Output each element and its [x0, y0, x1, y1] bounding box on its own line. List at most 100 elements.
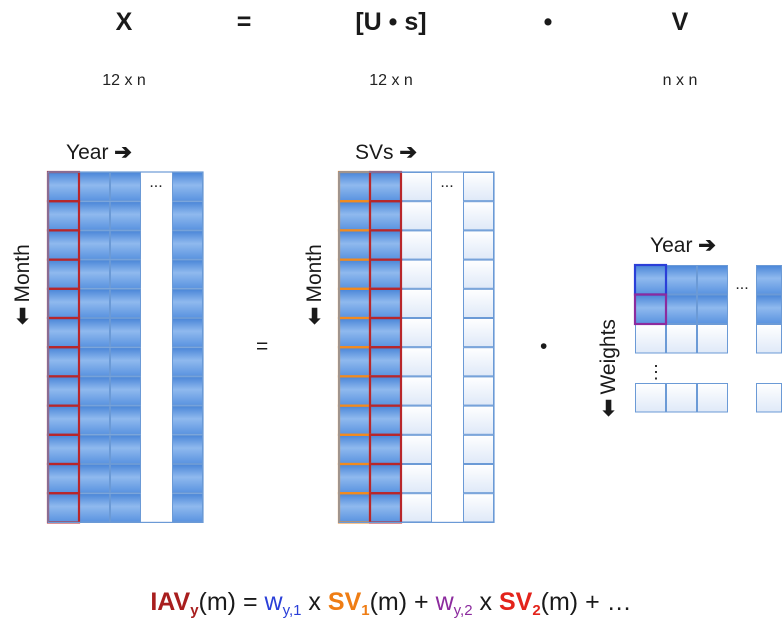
right-arrow-icon: ➔ — [399, 141, 417, 164]
matrix-cell — [172, 464, 203, 494]
matrix-cell — [79, 288, 110, 318]
iav-formula: IAVy(m) = wy,1 x SV1(m) + wy,2 x SV2(m) … — [0, 588, 782, 619]
matrix-cell — [110, 288, 141, 318]
v-year-label: Year ➔ — [650, 233, 716, 258]
matrix-cell — [48, 405, 79, 435]
formula-arg1: (m) — [198, 588, 237, 616]
matrix-cell — [370, 405, 401, 435]
matrix-cell — [370, 493, 401, 523]
v-ellipsis-v: ⋮ — [647, 362, 665, 382]
matrix-x-border — [47, 171, 204, 523]
matrix-cell — [463, 172, 494, 202]
matrix-cell — [401, 201, 432, 231]
matrix-cell — [756, 324, 782, 354]
matrix-cell — [756, 294, 782, 324]
matrix-cell — [79, 405, 110, 435]
matrix-cell — [401, 259, 432, 289]
matrix-cell — [401, 464, 432, 494]
matrix-cell — [110, 493, 141, 523]
matrix-cell — [401, 318, 432, 348]
matrix-cell — [79, 230, 110, 260]
matrix-u — [337, 170, 495, 524]
matrix-cell — [463, 259, 494, 289]
header-u-s: [U • s] — [355, 8, 427, 36]
matrix-u-border — [338, 171, 495, 523]
matrix-cell — [339, 347, 370, 377]
matrix-cell — [79, 434, 110, 464]
u-ellipsis: ... — [440, 174, 453, 191]
matrix-cell — [339, 230, 370, 260]
matrix-cell — [48, 288, 79, 318]
matrix-cell — [172, 172, 203, 202]
formula-sv2: SV2 — [498, 588, 541, 619]
formula-tail: + … — [578, 588, 632, 616]
highlight-box — [633, 293, 668, 326]
matrix-cell — [401, 493, 432, 523]
matrix-cell — [48, 493, 79, 523]
matrix-cell — [48, 464, 79, 494]
x-year-text: Year — [66, 141, 109, 164]
dim-us: 12 x n — [369, 72, 413, 89]
matrix-cell — [401, 230, 432, 260]
formula-arg3: (m) — [540, 588, 579, 616]
right-arrow-icon: ➔ — [114, 141, 132, 164]
matrix-cell — [697, 383, 728, 413]
matrix-cell — [110, 376, 141, 406]
matrix-cell — [463, 464, 494, 494]
x-ellipsis: ... — [149, 174, 162, 191]
header-equals: = — [236, 8, 252, 36]
matrix-cell — [666, 294, 697, 324]
matrix-cell — [48, 172, 79, 202]
matrix-cell — [401, 172, 432, 202]
matrix-cell — [370, 464, 401, 494]
matrix-cell — [666, 324, 697, 354]
matrix-cell — [370, 318, 401, 348]
matrix-cell — [48, 347, 79, 377]
matrix-cell — [401, 288, 432, 318]
matrix-cell — [79, 201, 110, 231]
matrix-cell — [48, 318, 79, 348]
matrix-cell — [370, 434, 401, 464]
matrix-cell — [172, 405, 203, 435]
matrix-cell — [172, 201, 203, 231]
matrix-cell — [697, 294, 728, 324]
matrix-cell — [339, 405, 370, 435]
matrix-cell — [370, 347, 401, 377]
formula-arg2: (m) — [369, 588, 408, 616]
matrix-cell — [48, 201, 79, 231]
matrix-cell — [339, 493, 370, 523]
matrix-cell — [635, 265, 666, 295]
matrix-cell — [79, 172, 110, 202]
x-year-label: Year ➔ — [66, 140, 132, 165]
matrix-cell — [370, 172, 401, 202]
matrix-cell — [172, 259, 203, 289]
formula-w2: wy,2 — [435, 588, 473, 619]
matrix-cell — [339, 318, 370, 348]
matrix-cell — [463, 318, 494, 348]
matrix-cell — [463, 405, 494, 435]
matrix-cell — [79, 376, 110, 406]
matrix-cell — [339, 288, 370, 318]
matrix-cell — [666, 265, 697, 295]
v-ellipsis-h: ... — [735, 276, 748, 293]
matrix-cell — [172, 376, 203, 406]
matrix-cell — [697, 265, 728, 295]
matrix-cell — [401, 376, 432, 406]
matrix-cell — [463, 201, 494, 231]
formula-times-2: x — [472, 588, 499, 616]
matrix-cell — [79, 464, 110, 494]
matrix-cell — [463, 288, 494, 318]
matrix-cell — [697, 324, 728, 354]
matrix-cell — [110, 201, 141, 231]
matrix-cell — [370, 288, 401, 318]
matrix-cell — [635, 294, 666, 324]
formula-sv1: SV1 — [327, 588, 370, 619]
matrix-cell — [48, 259, 79, 289]
matrix-cell — [635, 383, 666, 413]
matrix-cell — [110, 318, 141, 348]
matrix-cell — [110, 259, 141, 289]
matrix-cell — [110, 230, 141, 260]
matrix-cell — [339, 376, 370, 406]
matrix-cell — [401, 434, 432, 464]
matrix-cell — [370, 259, 401, 289]
